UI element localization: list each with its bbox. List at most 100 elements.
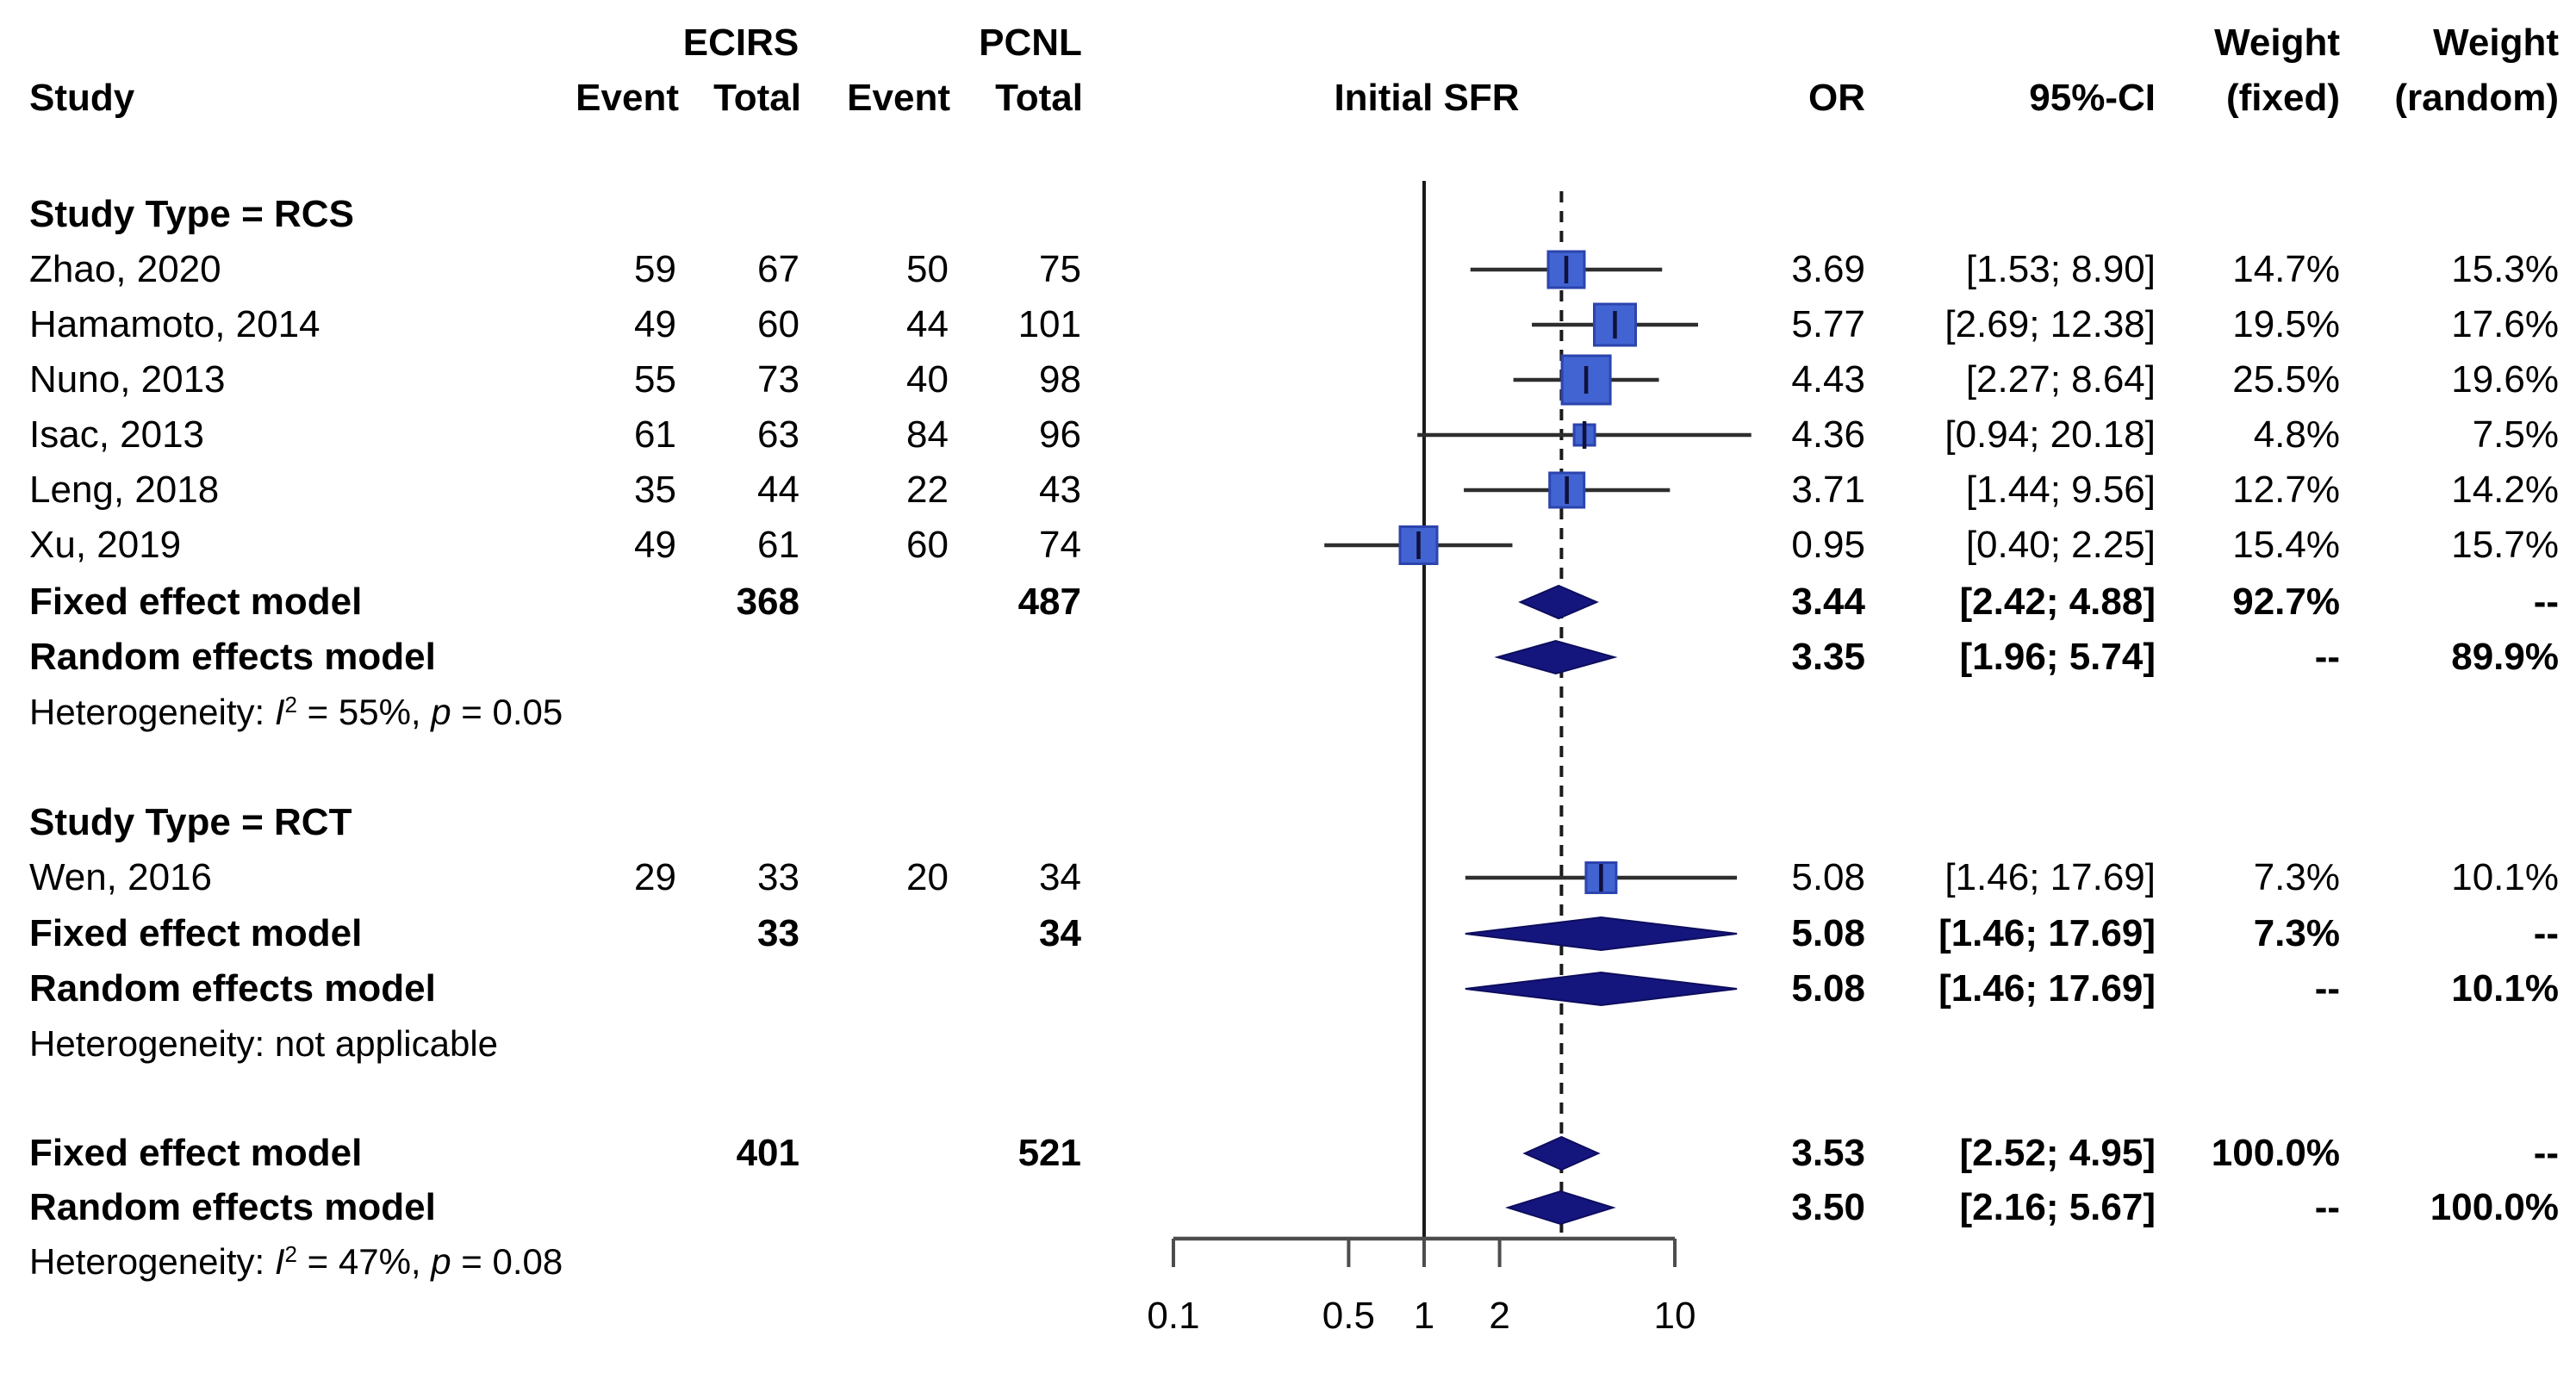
heterogeneity-segment: p [431,692,451,732]
weight-fixed-value: 12.7% [2232,469,2340,511]
heterogeneity-note: Heterogeneity: I2 = 47%, p = 0.08 [29,1240,563,1282]
weight-random-value: 10.1% [2451,967,2559,1010]
ecirs-total-value: 33 [757,856,800,898]
pcnl-total-value: 34 [1039,912,1081,954]
ecirs-event-value: 59 [634,248,676,290]
model-label: Random effects model [29,967,436,1010]
col-header-study: Study [29,77,135,119]
weight-fixed-value: 14.7% [2232,248,2340,290]
study-name: Zhao, 2020 [29,248,221,290]
ecirs-total-value: 73 [757,358,800,401]
pcnl-total-value: 43 [1039,469,1081,511]
ecirs-total-value: 368 [736,581,800,623]
heterogeneity-segment: = 0.08 [451,1241,563,1282]
summary-diamond [1465,916,1738,952]
ecirs-event-value: 49 [634,524,676,566]
ecirs-total-value: 61 [757,524,800,566]
study-name: Hamamoto, 2014 [29,303,320,345]
axis-tick-label: 2 [1489,1295,1510,1337]
ci-value: [1.46; 17.69] [1938,912,2156,954]
axis-tick-label: 10 [1653,1295,1696,1337]
heterogeneity-segment: 2 [284,1240,297,1267]
weight-fixed-value: -- [2314,967,2340,1010]
weight-fixed-value: 100.0% [2211,1132,2340,1174]
col-header-or: OR [1808,77,1865,119]
weight-random-value: 17.6% [2451,303,2559,345]
heterogeneity-segment: = 47%, [296,1241,432,1282]
weight-fixed-value: 92.7% [2232,581,2340,623]
ci-value: [1.46; 17.69] [1938,967,2156,1010]
or-value: 3.71 [1791,469,1865,511]
or-value: 5.08 [1791,967,1865,1010]
weight-fixed-value: 19.5% [2232,303,2340,345]
ecirs-total-value: 44 [757,469,800,511]
study-name: Isac, 2013 [29,413,205,456]
weight-random-value: 15.3% [2451,248,2559,290]
model-label: Random effects model [29,636,436,678]
ci-value: [2.69; 12.38] [1944,303,2156,345]
summary-diamond [1494,639,1618,675]
axis-tick-label: 0.1 [1147,1295,1200,1337]
heterogeneity-segment: I [274,692,285,732]
ecirs-total-value: 67 [757,248,800,290]
pcnl-total-value: 34 [1039,856,1081,898]
ci-value: [1.46; 17.69] [1944,856,2156,898]
or-value: 3.50 [1791,1186,1865,1228]
ecirs-event-value: 61 [634,413,676,456]
weight-fixed-value: 25.5% [2232,358,2340,401]
col-header-weight-random-1: Weight [2433,22,2559,64]
summary-diamond [1522,1135,1601,1171]
study-name: Nuno, 2013 [29,358,226,401]
weight-random-value: 100.0% [2430,1186,2559,1228]
pcnl-total-value: 487 [1017,581,1081,623]
ci-value: [2.42; 4.88] [1959,581,2156,623]
ci-value: [1.53; 8.90] [1965,248,2156,290]
weight-random-value: 7.5% [2472,413,2559,456]
pcnl-event-value: 84 [906,413,949,456]
col-header-pcnl-total: Total [995,77,1083,119]
ci-value: [0.40; 2.25] [1965,524,2156,566]
model-label: Fixed effect model [29,912,363,954]
ecirs-total-value: 401 [736,1132,800,1174]
ci-value: [0.94; 20.18] [1944,413,2156,456]
weight-random-value: 15.7% [2451,524,2559,566]
col-header-weight-fixed-2: (fixed) [2226,77,2340,119]
heterogeneity-segment: p [431,1241,451,1282]
ecirs-event-value: 35 [634,469,676,511]
pcnl-event-value: 40 [906,358,949,401]
heterogeneity-segment: 2 [284,691,297,718]
col-header-ecirs-event: Event [576,77,679,119]
heterogeneity-segment: I [274,1241,285,1282]
summary-diamond [1518,584,1599,620]
or-value: 5.77 [1791,303,1865,345]
group-label: Study Type = RCS [29,193,354,235]
or-value: 3.44 [1791,581,1865,623]
group-label: Study Type = RCT [29,801,352,843]
weight-random-value: 14.2% [2451,469,2559,511]
weight-random-value: 19.6% [2451,358,2559,401]
heterogeneity-segment: = 0.05 [451,692,563,732]
summary-diamond [1504,1190,1616,1226]
col-header-pcnl: PCNL [979,22,1082,64]
col-header-ecirs-total: Total [713,77,801,119]
weight-fixed-value: 7.3% [2253,856,2340,898]
heterogeneity-note: Heterogeneity: I2 = 55%, p = 0.05 [29,691,563,732]
pcnl-total-value: 75 [1039,248,1081,290]
col-header-pcnl-event: Event [847,77,950,119]
pcnl-total-value: 101 [1017,303,1081,345]
weight-random-value: 10.1% [2451,856,2559,898]
weight-fixed-value: 4.8% [2253,413,2340,456]
pcnl-total-value: 98 [1039,358,1081,401]
pcnl-total-value: 96 [1039,413,1081,456]
pcnl-total-value: 74 [1039,524,1081,566]
pcnl-event-value: 60 [906,524,949,566]
axis-tick-label: 0.5 [1322,1295,1375,1337]
ecirs-total-value: 60 [757,303,800,345]
weight-fixed-value: -- [2314,1186,2340,1228]
col-header-weight-random-2: (random) [2394,77,2559,119]
pcnl-event-value: 20 [906,856,949,898]
pcnl-total-value: 521 [1017,1132,1081,1174]
ci-value: [2.27; 8.64] [1965,358,2156,401]
or-value: 4.36 [1791,413,1865,456]
